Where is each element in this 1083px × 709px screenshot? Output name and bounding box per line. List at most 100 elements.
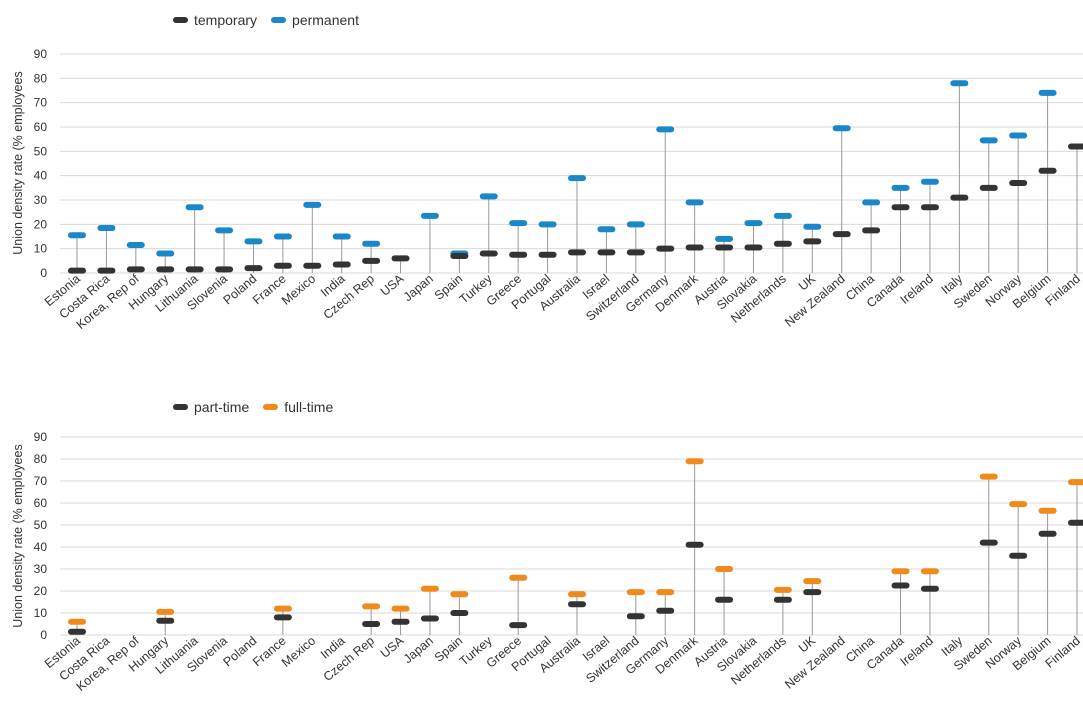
y-axis-label: Union density rate (% employees (11, 444, 25, 627)
y-tick-label: 90 (34, 47, 48, 61)
y-tick-label: 30 (34, 193, 48, 207)
y-tick-label: 30 (34, 562, 48, 576)
x-tick-label: Ireland (898, 272, 936, 307)
marker-temporary (862, 227, 881, 234)
marker-part-time (920, 585, 939, 592)
marker-full-time (1038, 507, 1057, 514)
x-tick-label: Ireland (898, 634, 936, 669)
marker-permanent (656, 126, 675, 133)
marker-full-time (920, 568, 939, 575)
marker-full-time (68, 618, 86, 625)
marker-temporary (185, 266, 204, 273)
y-tick-label: 80 (34, 452, 48, 466)
legend-top: temporary permanent (173, 12, 373, 28)
marker-temporary (538, 251, 557, 258)
marker-full-time (626, 589, 645, 596)
marker-temporary (656, 245, 675, 252)
marker-temporary (509, 251, 528, 258)
marker-temporary (685, 244, 704, 251)
y-tick-label: 20 (34, 217, 48, 231)
marker-part-time (362, 621, 381, 627)
marker-full-time (803, 578, 822, 585)
y-axis-label: Union density rate (% employees (11, 71, 25, 254)
marker-part-time (891, 582, 910, 589)
marker-temporary (156, 266, 175, 273)
y-tick-label: 70 (34, 96, 48, 110)
marker-permanent (68, 232, 86, 239)
marker-part-time (450, 610, 469, 616)
marker-permanent (832, 125, 851, 132)
marker-temporary (244, 265, 263, 272)
marker-full-time (1009, 501, 1028, 508)
marker-full-time (715, 566, 734, 572)
marker-permanent (773, 212, 792, 219)
marker-temporary (1009, 179, 1028, 186)
marker-full-time (979, 473, 998, 480)
y-tick-label: 50 (34, 518, 48, 532)
y-tick-label: 40 (34, 540, 48, 554)
marker-part-time (420, 615, 439, 622)
marker-permanent (97, 224, 116, 231)
y-tick-label: 70 (34, 474, 48, 488)
marker-permanent (715, 235, 734, 242)
legend-item-part-time: part-time (173, 399, 249, 415)
chart-panel-1: 0 10 20 30 40 50 60 70 80 90 Union density rate (%… (11, 47, 1083, 332)
marker-permanent (215, 227, 234, 234)
marker-part-time (685, 541, 704, 548)
marker-part-time (773, 596, 792, 603)
marker-full-time (273, 605, 292, 612)
marker-full-time (773, 586, 792, 593)
marker-temporary (1038, 167, 1057, 174)
y-tick-label: 60 (34, 120, 48, 134)
marker-temporary (626, 249, 645, 256)
marker-permanent (803, 223, 822, 230)
x-tick-label: Mexico (279, 634, 318, 670)
marker-permanent (1009, 132, 1028, 139)
marker-permanent (479, 193, 498, 200)
marker-temporary (1068, 143, 1083, 150)
legend-swatch-temporary (173, 17, 188, 23)
marker-temporary (597, 249, 616, 256)
y-tick-label: 40 (34, 169, 48, 183)
marker-part-time (1009, 552, 1028, 559)
marker-temporary (803, 238, 822, 245)
marker-part-time (1068, 519, 1083, 526)
marker-part-time (979, 539, 998, 546)
x-tick-label: Japan (401, 272, 436, 305)
marker-full-time (391, 605, 410, 612)
marker-temporary (832, 231, 851, 238)
marker-temporary (126, 266, 145, 273)
marker-permanent (1038, 89, 1057, 96)
marker-full-time (1068, 479, 1083, 486)
marker-full-time (568, 591, 586, 598)
marker-part-time (715, 596, 734, 603)
marker-permanent (156, 250, 175, 257)
marker-permanent (862, 199, 881, 206)
legend-label-permanent: permanent (292, 12, 359, 28)
marker-permanent (685, 199, 704, 206)
y-tick-label: 10 (34, 606, 48, 620)
legend-bottom: part-time full-time (173, 399, 347, 415)
marker-permanent (744, 220, 763, 227)
legend-swatch-part-time (173, 404, 188, 410)
marker-permanent (420, 212, 439, 219)
y-tick-label: 50 (34, 144, 48, 158)
marker-permanent (509, 220, 528, 227)
y-tick-label: 10 (34, 242, 48, 256)
marker-full-time (891, 568, 910, 575)
legend-label-part-time: part-time (194, 399, 250, 415)
marker-part-time (626, 613, 645, 620)
legend-item-full-time: full-time (263, 399, 333, 415)
marker-part-time (68, 628, 86, 635)
marker-permanent (273, 233, 292, 240)
marker-temporary (979, 184, 998, 191)
legend-item-permanent: permanent (271, 12, 359, 28)
marker-temporary (273, 262, 292, 269)
marker-temporary (773, 240, 792, 247)
chart-panel-2: 0 10 20 30 40 50 60 70 80 90 Union density rate (%… (11, 430, 1083, 694)
y-tick-label: 60 (34, 496, 48, 510)
marker-temporary (744, 244, 763, 251)
marker-full-time (685, 458, 704, 465)
